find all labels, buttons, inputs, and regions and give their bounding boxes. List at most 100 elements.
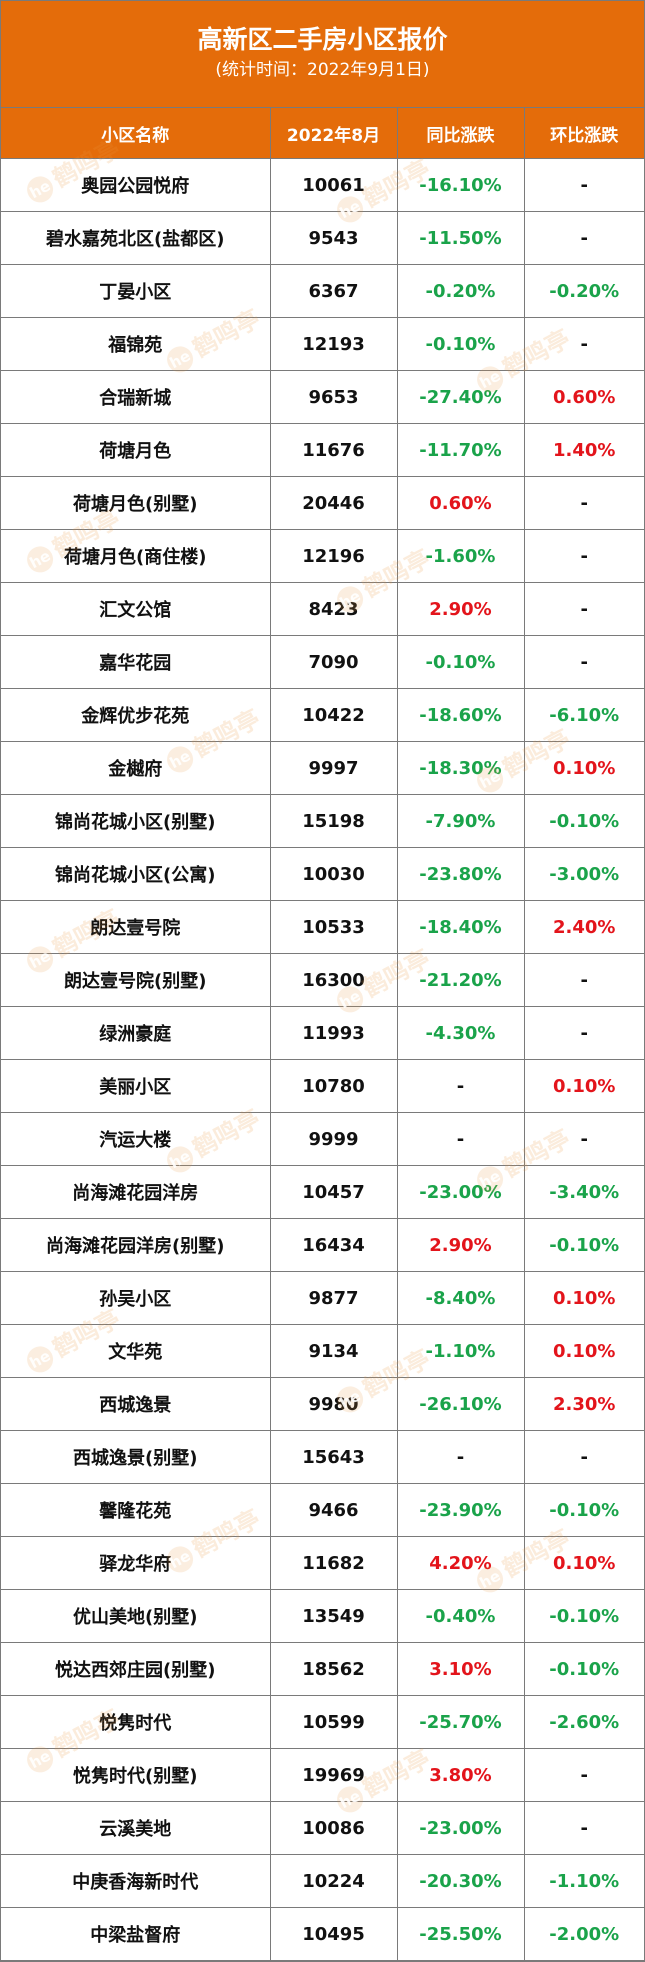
cell-price: 16300: [269, 953, 398, 1007]
cell-mom-change: 1.40%: [523, 423, 644, 477]
cell-mom-change: -0.10%: [523, 1218, 644, 1272]
table-row: 驿龙华府 11682 4.20% 0.10%: [1, 1536, 644, 1590]
cell-yoy-change: -7.90%: [396, 794, 525, 848]
cell-mom-change: 0.10%: [523, 741, 644, 795]
cell-price: 18562: [269, 1642, 398, 1696]
cell-community-name: 云溪美地: [1, 1801, 271, 1855]
cell-community-name: 孙吴小区: [1, 1271, 271, 1325]
cell-community-name: 汽运大楼: [1, 1112, 271, 1166]
table-row: 朗达壹号院 10533 -18.40% 2.40%: [1, 900, 644, 954]
cell-community-name: 文华苑: [1, 1324, 271, 1378]
table-row: 悦达西郊庄园(别墅) 18562 3.10% -0.10%: [1, 1642, 644, 1696]
cell-mom-change: -: [523, 1112, 644, 1166]
cell-community-name: 馨隆花苑: [1, 1483, 271, 1537]
statistics-date: (统计时间：2022年9月1日): [215, 60, 430, 80]
table-row: 合瑞新城 9653 -27.40% 0.60%: [1, 370, 644, 424]
table-row: 悦隽时代 10599 -25.70% -2.60%: [1, 1695, 644, 1749]
cell-price: 15198: [269, 794, 398, 848]
cell-mom-change: -: [523, 211, 644, 265]
cell-mom-change: -: [523, 317, 644, 371]
cell-mom-change: 0.10%: [523, 1324, 644, 1378]
table-row: 奥园公园悦府 10061 -16.10% -: [1, 158, 644, 212]
cell-yoy-change: -20.30%: [396, 1854, 525, 1908]
table-row: 福锦苑 12193 -0.10% -: [1, 317, 644, 371]
header-row: 小区名称 2022年8月 同比涨跌 环比涨跌: [1, 108, 644, 159]
cell-yoy-change: -0.10%: [396, 317, 525, 371]
cell-mom-change: 2.40%: [523, 900, 644, 954]
cell-yoy-change: -23.00%: [396, 1801, 525, 1855]
cell-price: 7090: [269, 635, 398, 689]
cell-yoy-change: -18.60%: [396, 688, 525, 742]
cell-community-name: 汇文公馆: [1, 582, 271, 636]
cell-mom-change: -3.00%: [523, 847, 644, 901]
cell-mom-change: -: [523, 953, 644, 1007]
cell-yoy-change: -11.70%: [396, 423, 525, 477]
cell-community-name: 中庚香海新时代: [1, 1854, 271, 1908]
cell-community-name: 锦尚花城小区(公寓): [1, 847, 271, 901]
cell-yoy-change: 3.10%: [396, 1642, 525, 1696]
cell-community-name: 尚海滩花园洋房(别墅): [1, 1218, 271, 1272]
cell-yoy-change: -23.80%: [396, 847, 525, 901]
table-row: 悦隽时代(别墅) 19969 3.80% -: [1, 1748, 644, 1802]
cell-mom-change: -0.10%: [523, 1483, 644, 1537]
cell-yoy-change: -21.20%: [396, 953, 525, 1007]
cell-community-name: 丁晏小区: [1, 264, 271, 318]
table-row: 金辉优步花苑 10422 -18.60% -6.10%: [1, 688, 644, 742]
table-row: 锦尚花城小区(别墅) 15198 -7.90% -0.10%: [1, 794, 644, 848]
cell-mom-change: -0.10%: [523, 1642, 644, 1696]
table-row: 荷塘月色(别墅) 20446 0.60% -: [1, 476, 644, 530]
cell-price: 6367: [269, 264, 398, 318]
cell-price: 12193: [269, 317, 398, 371]
cell-price: 10224: [269, 1854, 398, 1908]
cell-yoy-change: -4.30%: [396, 1006, 525, 1060]
table-row: 优山美地(别墅) 13549 -0.40% -0.10%: [1, 1589, 644, 1643]
cell-price: 9134: [269, 1324, 398, 1378]
table-row: 丁晏小区 6367 -0.20% -0.20%: [1, 264, 644, 318]
cell-yoy-change: -27.40%: [396, 370, 525, 424]
table-row: 西城逸景(别墅) 15643- -: [1, 1430, 644, 1484]
cell-yoy-change: 2.90%: [396, 582, 525, 636]
cell-yoy-change: 0.60%: [396, 476, 525, 530]
cell-price: 10599: [269, 1695, 398, 1749]
table-row: 中庚香海新时代 10224 -20.30% -1.10%: [1, 1854, 644, 1908]
cell-price: 11682: [269, 1536, 398, 1590]
cell-price: 12196: [269, 529, 398, 583]
cell-mom-change: -0.10%: [523, 1589, 644, 1643]
cell-price: 10495: [269, 1907, 398, 1961]
cell-mom-change: 2.30%: [523, 1377, 644, 1431]
cell-yoy-change: 4.20%: [396, 1536, 525, 1590]
table-row: 馨隆花苑 9466 -23.90% -0.10%: [1, 1483, 644, 1537]
cell-yoy-change: -1.10%: [396, 1324, 525, 1378]
table-row: 锦尚花城小区(公寓) 10030 -23.80% -3.00%: [1, 847, 644, 901]
cell-mom-change: -2.00%: [523, 1907, 644, 1961]
price-table: 小区名称 2022年8月 同比涨跌 环比涨跌 奥园公园悦府 10061 -16.10…: [1, 108, 644, 1961]
cell-yoy-change: -23.90%: [396, 1483, 525, 1537]
cell-mom-change: 0.10%: [523, 1059, 644, 1113]
table-row: 嘉华花园 7090 -0.10% -: [1, 635, 644, 689]
cell-price: 9877: [269, 1271, 398, 1325]
cell-mom-change: -: [523, 1430, 644, 1484]
cell-yoy-change: -0.40%: [396, 1589, 525, 1643]
cell-price: 13549: [269, 1589, 398, 1643]
cell-yoy-change: -: [396, 1430, 525, 1484]
table-row: 金樾府 9997 -18.30% 0.10%: [1, 741, 644, 795]
cell-mom-change: -: [523, 476, 644, 530]
cell-yoy-change: -25.50%: [396, 1907, 525, 1961]
table-row: 汽运大楼 9999- -: [1, 1112, 644, 1166]
cell-price: 16434: [269, 1218, 398, 1272]
cell-community-name: 尚海滩花园洋房: [1, 1165, 271, 1219]
cell-community-name: 金辉优步花苑: [1, 688, 271, 742]
cell-price: 10422: [269, 688, 398, 742]
cell-yoy-change: -8.40%: [396, 1271, 525, 1325]
table-body: 奥园公园悦府 10061 -16.10% - 碧水嘉苑北区(盐都区) 9543 -11.50…: [1, 158, 644, 1961]
cell-mom-change: -6.10%: [523, 688, 644, 742]
column-header-yoy: 同比涨跌: [396, 108, 525, 159]
cell-community-name: 中梁盐督府: [1, 1907, 271, 1961]
cell-yoy-change: -23.00%: [396, 1165, 525, 1219]
cell-price: 11993: [269, 1006, 398, 1060]
cell-yoy-change: -11.50%: [396, 211, 525, 265]
cell-price: 20446: [269, 476, 398, 530]
cell-community-name: 福锦苑: [1, 317, 271, 371]
column-header-mom: 环比涨跌: [523, 108, 644, 159]
cell-community-name: 碧水嘉苑北区(盐都区): [1, 211, 271, 265]
